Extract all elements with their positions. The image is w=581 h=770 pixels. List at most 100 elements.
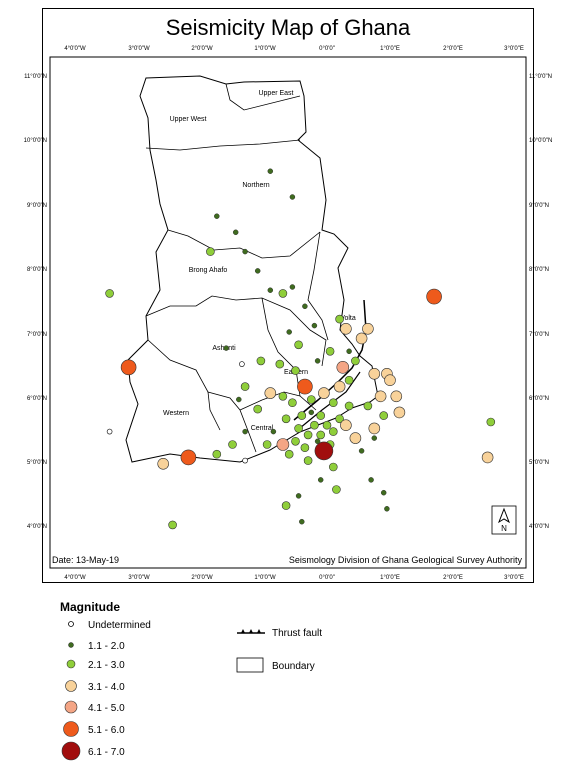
earthquake-event-marker [242, 248, 248, 255]
legend-boundary-symbol [236, 657, 264, 673]
earthquake-event-marker [318, 387, 330, 399]
region-boundaries [145, 83, 329, 453]
lon-tick-bottom: 1°0'0"E [380, 575, 400, 581]
earthquake-event-marker [278, 391, 288, 401]
region-label-upper-east: Upper East [258, 90, 293, 97]
region-border [207, 391, 221, 431]
legend-label: 6.1 - 7.0 [88, 747, 125, 758]
earthquake-event-marker [289, 194, 296, 200]
earthquake-event-marker [284, 449, 294, 459]
earthquake-event-marker [368, 477, 374, 483]
earthquake-event-marker [358, 448, 365, 454]
legend-label: 3.1 - 4.0 [88, 682, 125, 693]
lat-tick-left: 8°0'0"N [27, 267, 47, 273]
earthquake-event-marker [242, 428, 248, 435]
lon-tick-top: 1°0'0"W [254, 46, 276, 52]
earthquake-event-marker [228, 440, 237, 449]
lat-tick-right: 4°0'0"N [529, 524, 549, 530]
lat-tick-right: 6°0'0"N [529, 396, 549, 402]
earthquake-event-marker [384, 374, 396, 387]
lat-tick-right: 8°0'0"N [529, 267, 549, 273]
legend: Undetermined 1.1 - 2.0 2.1 - 3.0 3.1 - 4… [61, 620, 322, 761]
legend-symbol-m4 [64, 700, 78, 714]
region-border [225, 83, 301, 111]
lon-tick-top: 3°0'0"E [504, 46, 524, 52]
earthquake-event-marker [105, 289, 114, 298]
lat-tick-right: 5°0'0"N [529, 460, 549, 466]
earthquake-event-marker [242, 457, 248, 464]
earthquake-event-marker [336, 360, 350, 374]
earthquake-event-marker [314, 441, 334, 461]
earthquake-event-marker [328, 462, 338, 472]
region-border [145, 139, 301, 151]
lon-tick-bottom: 4°0'0"W [64, 575, 86, 581]
earthquake-event-marker [270, 428, 277, 435]
earthquake-event-marker [349, 432, 362, 444]
earthquake-event-marker [232, 229, 239, 236]
region-border [167, 229, 321, 259]
earthquake-event-marker [106, 428, 113, 435]
region-label-brong-ahafo: Brong Ahafo [189, 267, 228, 274]
earthquake-event-marker [212, 449, 222, 459]
earthquake-event-marker [362, 322, 374, 335]
lat-tick-right: 11°0'0"N [529, 74, 552, 80]
earthquake-event-marker [281, 501, 291, 510]
legend-thrust-fault-label: Thrust fault [272, 628, 322, 639]
region-label-central: Central [251, 425, 274, 432]
credit-label: Seismology Division of Ghana Geological … [289, 555, 523, 565]
earthquake-event-marker [335, 414, 344, 424]
earthquake-event-marker [281, 414, 291, 424]
lat-tick-left: 7°0'0"N [27, 332, 47, 338]
lat-ticks-left: 11°0'0"N 10°0'0"N 9°0'0"N 8°0'0"N 7°0'0"… [24, 74, 47, 530]
earthquake-event-marker [344, 401, 354, 411]
earthquake-event-marker [300, 443, 310, 453]
legend-title: Magnitude [60, 600, 120, 614]
earthquake-event-marker [295, 493, 302, 499]
earthquake-event-marker [328, 427, 338, 436]
earthquake-event-marker [335, 314, 344, 324]
earthquake-event-marker [486, 417, 496, 427]
earthquake-event-marker [267, 287, 274, 293]
lon-tick-top: 1°0'0"E [380, 46, 400, 52]
events-layer [105, 168, 496, 530]
earthquake-event-marker [311, 322, 318, 329]
legend-symbol-m3 [65, 680, 77, 692]
earthquake-event-marker [239, 361, 245, 367]
earthquake-event-marker [262, 440, 272, 449]
earthquake-event-marker [346, 348, 352, 355]
legend-boundary-label: Boundary [272, 661, 315, 672]
earthquake-event-marker [206, 247, 215, 256]
lat-tick-right: 10°0'0"N [529, 138, 552, 144]
lon-tick-top: 2°0'0"E [443, 46, 463, 52]
earthquake-event-marker [390, 390, 403, 403]
earthquake-event-marker [340, 419, 352, 432]
lon-tick-bottom: 3°0'0"W [128, 575, 150, 581]
earthquake-event-marker [379, 411, 389, 420]
earthquake-event-marker [380, 489, 387, 496]
earthquake-event-marker [168, 520, 177, 530]
lon-tick-top: 3°0'0"W [128, 46, 150, 52]
earthquake-event-marker [340, 322, 352, 335]
earthquake-event-marker [294, 340, 303, 350]
earthquake-event-marker [306, 395, 316, 404]
earthquake-event-marker [371, 435, 378, 441]
north-arrow: N [491, 505, 517, 535]
earthquake-event-marker [481, 451, 494, 464]
earthquake-event-marker [328, 398, 338, 408]
lon-tick-top: 0°0'0" [319, 46, 335, 52]
earthquake-event-marker [384, 506, 390, 512]
earthquake-event-marker [332, 485, 341, 494]
region-label-western: Western [163, 410, 189, 417]
legend-symbol-m1 [68, 642, 74, 648]
earthquake-event-marker [302, 303, 308, 310]
earthquake-event-marker [316, 411, 326, 420]
region-label-volta: Volta [340, 315, 356, 322]
date-label: Date: 13-May-19 [52, 555, 119, 565]
lon-tick-bottom: 2°0'0"W [191, 575, 213, 581]
earthquake-event-marker [426, 288, 442, 305]
region-border [307, 231, 329, 341]
earthquake-event-marker [316, 430, 326, 440]
earthquake-event-marker [291, 436, 300, 446]
earthquake-event-marker [180, 449, 197, 466]
map-neatline [49, 56, 527, 569]
